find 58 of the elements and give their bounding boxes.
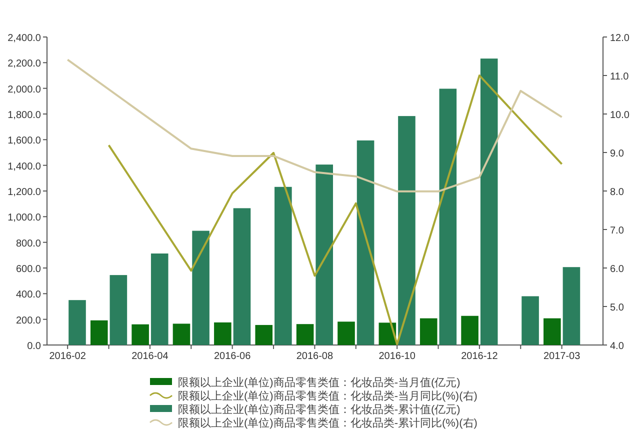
legend-label: 限额以上企业(单位)商品零售类值：化妆品类-当月同比(%)(右) bbox=[178, 390, 478, 402]
bar bbox=[90, 320, 108, 345]
bar bbox=[356, 140, 374, 345]
y-tick-label: 200.0 bbox=[16, 315, 42, 326]
x-tick-label: 2016-08 bbox=[296, 351, 334, 362]
y2-tick-label: 12.0 bbox=[610, 33, 630, 44]
line-series bbox=[108, 74, 563, 346]
bar bbox=[398, 116, 416, 345]
y-tick-label: 1,400.0 bbox=[8, 161, 42, 172]
y-tick-label: 2,200.0 bbox=[8, 58, 42, 70]
bar bbox=[461, 316, 478, 345]
y2-tick-label: 8.0 bbox=[610, 187, 624, 198]
x-tick-label: 2016-02 bbox=[49, 351, 86, 362]
x-tick-label: 2016-10 bbox=[378, 351, 416, 362]
x-tick-label: 2017-03 bbox=[543, 351, 581, 362]
y2-tick-label: 10.0 bbox=[610, 110, 630, 121]
y-tick-label: 400.0 bbox=[16, 290, 42, 301]
bar bbox=[544, 318, 561, 345]
bar bbox=[132, 324, 149, 345]
y-tick-label: 2,000.0 bbox=[8, 84, 42, 96]
y2-tick-label: 4.0 bbox=[610, 341, 624, 352]
bar bbox=[480, 58, 498, 345]
bar bbox=[296, 324, 314, 345]
bar bbox=[172, 324, 190, 345]
y2-tick-label: 6.0 bbox=[610, 264, 624, 275]
x-tick-label: 2016-12 bbox=[461, 351, 498, 362]
bar bbox=[420, 318, 438, 345]
bar bbox=[439, 88, 457, 345]
y2-tick-label: 7.0 bbox=[610, 226, 624, 236]
bar bbox=[68, 300, 86, 345]
bar bbox=[255, 324, 273, 345]
bar bbox=[233, 208, 251, 345]
y2-tick-label: 9.0 bbox=[610, 148, 624, 160]
y-tick-label: 1,600.0 bbox=[8, 136, 42, 147]
bar bbox=[214, 322, 232, 345]
legend-label: 限额以上企业(单位)商品零售类值：化妆品类-累计值(亿元) bbox=[178, 403, 460, 416]
bar bbox=[110, 275, 128, 345]
y2-tick-label: 5.0 bbox=[610, 302, 624, 314]
y-tick-label: 800.0 bbox=[16, 238, 42, 250]
bar bbox=[338, 322, 355, 345]
y-tick-label: 600.0 bbox=[16, 264, 42, 275]
y-tick-label: 1,800.0 bbox=[8, 110, 42, 121]
legend-label: 限额以上企业(单位)商品零售类值：化妆品类-累计同比(%)(右) bbox=[178, 416, 478, 430]
bar bbox=[562, 267, 580, 345]
y-tick-label: 1,000.0 bbox=[8, 212, 42, 224]
x-tick-label: 2016-06 bbox=[214, 351, 252, 362]
y-tick-label: 1,200.0 bbox=[8, 187, 42, 198]
bar bbox=[522, 296, 539, 345]
y2-tick-label: 11.0 bbox=[610, 72, 630, 82]
bar bbox=[274, 186, 292, 345]
legend-label: 限额以上企业(单位)商品零售类值：化妆品类-当月值(亿元) bbox=[178, 376, 460, 389]
bar bbox=[316, 164, 333, 345]
y-tick-label: 2,400.0 bbox=[8, 33, 42, 44]
bar bbox=[192, 230, 210, 345]
y-tick-label: 0.0 bbox=[27, 341, 42, 352]
x-tick-label: 2016-04 bbox=[132, 351, 169, 362]
line-series bbox=[66, 58, 563, 192]
bar bbox=[150, 254, 168, 345]
